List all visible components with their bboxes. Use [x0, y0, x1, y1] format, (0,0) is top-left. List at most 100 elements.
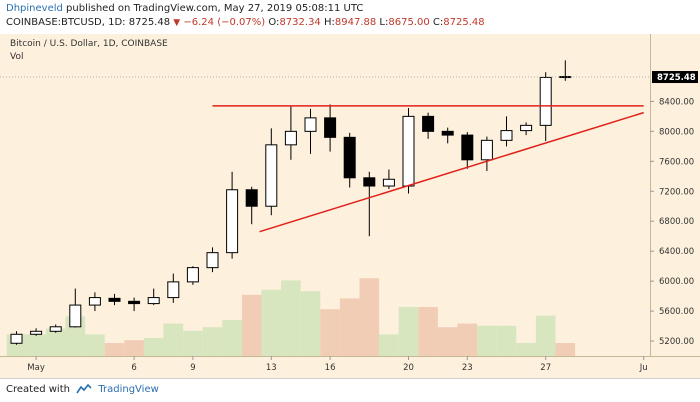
y-tick-label: 7200.00 [659, 187, 694, 197]
candle-body[interactable] [30, 330, 43, 335]
high-value: 8947.88 [334, 17, 377, 28]
volume-bar [535, 315, 556, 356]
high-label: H: [323, 17, 335, 28]
time-axis-background [0, 356, 700, 378]
volume-bar [320, 309, 340, 356]
candle-body[interactable] [88, 297, 101, 306]
low-label: L: [379, 17, 389, 28]
candle-body[interactable] [363, 177, 376, 187]
candle-body[interactable] [480, 139, 493, 161]
candle-body[interactable] [441, 130, 454, 136]
publish-line: Dhpineveld published on TradingView.com,… [6, 3, 363, 14]
candle-body[interactable] [520, 124, 533, 132]
tradingview-logo-icon [76, 384, 92, 394]
candle-body[interactable] [226, 189, 239, 254]
candle-body[interactable] [167, 281, 180, 299]
support-line[interactable] [259, 111, 644, 233]
candle-body[interactable] [206, 252, 219, 269]
chart-title: Bitcoin / U.S. Dollar, 1D, COINBASE [10, 39, 168, 49]
x-tick-label: 23 [462, 363, 473, 373]
open-value: 8732.34 [279, 17, 321, 28]
low-value: 8675.00 [388, 17, 430, 28]
volume-label: Vol [10, 52, 23, 62]
author-link[interactable]: Dhpineveld [6, 3, 63, 14]
chart-area[interactable]: Bitcoin / U.S. Dollar, 1D, COINBASE Vol 52… [0, 34, 700, 378]
open-label: O: [268, 17, 280, 28]
candle-body[interactable] [49, 326, 62, 332]
x-tick-label: 9 [190, 363, 195, 373]
volume-bar [124, 340, 144, 356]
volume-bar [183, 330, 203, 356]
price-change: −6.24 (−0.07%) [183, 17, 266, 28]
volume-bar [555, 343, 576, 356]
volume-bar [104, 343, 125, 356]
candle-body[interactable] [245, 189, 258, 207]
volume-bar [437, 327, 458, 356]
candlestick-chart[interactable]: Bitcoin / U.S. Dollar, 1D, COINBASE Vol 52… [0, 34, 700, 378]
symbol-label: COINBASE:BTCUSD, 1D [6, 17, 123, 28]
candle-body[interactable] [69, 304, 82, 328]
volume-bar [496, 325, 517, 356]
volume-bar [202, 327, 223, 356]
volume-bar [418, 307, 438, 356]
candle-body[interactable] [402, 115, 415, 187]
last-price-label: 8725.48 [657, 73, 696, 83]
candle-body[interactable] [128, 300, 141, 305]
candle-body[interactable] [284, 130, 297, 146]
volume-bar [516, 343, 536, 356]
y-tick-label: 5600.00 [659, 307, 694, 317]
candle-body[interactable] [382, 178, 395, 187]
volume-bar [379, 334, 399, 356]
candle-body[interactable] [147, 297, 160, 305]
y-tick-label: 7600.00 [659, 157, 694, 167]
candle-body[interactable] [539, 76, 552, 126]
last-price: 8725.48 [128, 17, 171, 28]
close-value: 8725.48 [443, 17, 485, 28]
volume-bar [26, 334, 46, 356]
candle-body[interactable] [343, 136, 356, 179]
volume-bar [261, 289, 282, 356]
footer: Created with TradingView [0, 378, 700, 402]
volume-bar [241, 294, 262, 356]
last-price-badge [652, 71, 698, 84]
quote-line: COINBASE:BTCUSD, 1D: 8725.48 ▼ −6.24 (−0… [6, 17, 485, 28]
candle-body[interactable] [186, 267, 199, 283]
volume-bar [398, 307, 419, 356]
x-tick-label: Ju [639, 363, 648, 373]
candle-body[interactable] [108, 297, 121, 302]
candle-body[interactable] [324, 117, 337, 138]
volume-bar [300, 291, 321, 356]
created-text: Created with [6, 384, 70, 395]
candle-body[interactable] [265, 144, 278, 207]
created-with: Created with TradingView [6, 384, 159, 395]
price-axis-background [650, 34, 700, 356]
candle-body[interactable] [10, 333, 23, 344]
y-tick-label: 8000.00 [659, 127, 694, 137]
candle-body[interactable] [461, 134, 474, 161]
down-arrow-icon: ▼ [173, 18, 181, 28]
volume-bar [45, 328, 66, 356]
close-label: C: [432, 17, 444, 28]
x-tick-label: 27 [540, 363, 551, 373]
y-tick-label: 6800.00 [659, 217, 694, 227]
y-tick-label: 8400.00 [659, 97, 694, 107]
candle-body[interactable] [304, 117, 317, 132]
chart-header: Dhpineveld published on TradingView.com,… [0, 0, 700, 34]
x-tick-label: 6 [131, 363, 136, 373]
y-tick-label: 6400.00 [659, 247, 694, 257]
published-text: published on TradingView.com, May 27, 20… [66, 3, 364, 14]
tradingview-name[interactable]: TradingView [98, 384, 159, 395]
volume-bar [143, 338, 164, 356]
x-tick-label: 16 [325, 363, 336, 373]
plot-background [0, 34, 650, 356]
volume-bar [85, 334, 105, 356]
candle-body[interactable] [422, 115, 435, 132]
volume-bar [222, 320, 242, 356]
volume-bar [359, 278, 380, 356]
volume-bar [457, 323, 478, 356]
x-tick-label: May [27, 363, 45, 373]
candle-body[interactable] [500, 130, 513, 141]
x-tick-label: 20 [403, 363, 414, 373]
y-tick-label: 5200.00 [659, 337, 694, 347]
x-tick-label: 13 [266, 363, 277, 373]
